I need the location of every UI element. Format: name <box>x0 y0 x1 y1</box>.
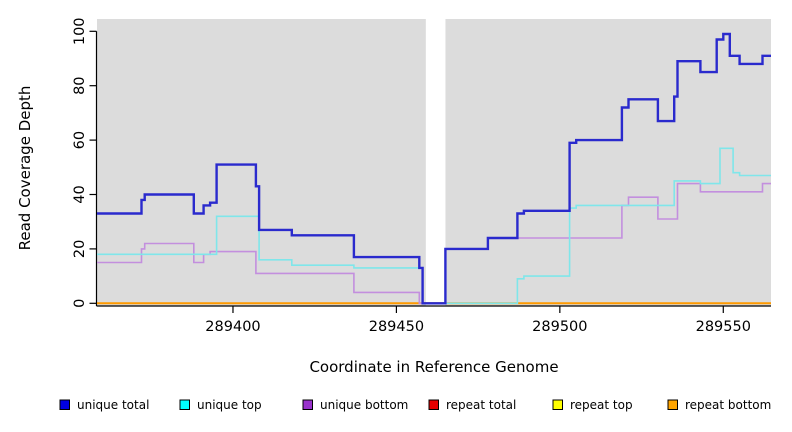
y-tick-label: 60 <box>72 131 88 149</box>
legend-swatch <box>552 399 563 410</box>
legend: unique total unique top unique bottom repea… <box>59 398 771 412</box>
legend-swatch <box>667 399 678 410</box>
legend-label: unique bottom <box>320 398 408 412</box>
x-tick-label: 289550 <box>696 319 751 335</box>
x-tick-label: 289450 <box>369 319 424 335</box>
legend-swatch <box>179 399 190 410</box>
legend-item-unique-total: unique total <box>59 398 149 412</box>
legend-label: repeat total <box>446 398 516 412</box>
legend-item-unique-bottom: unique bottom <box>302 398 408 412</box>
legend-label: repeat top <box>570 398 633 412</box>
y-tick-label: 40 <box>72 185 88 203</box>
axes: 0 20 40 60 80 100 289400 289450 289500 289550 <box>72 17 771 335</box>
series-unique-total <box>97 32 771 305</box>
legend-swatch <box>428 399 439 410</box>
y-tick-label: 80 <box>72 76 88 94</box>
x-axis-title: Coordinate in Reference Genome <box>309 358 558 376</box>
x-tick-label: 289500 <box>532 319 587 335</box>
legend-swatch <box>59 399 70 410</box>
series-unique-top <box>97 147 771 305</box>
legend-label: repeat bottom <box>685 398 771 412</box>
legend-item-repeat-total: repeat total <box>428 398 516 412</box>
plot-panel <box>97 19 771 306</box>
x-tick-label: 289400 <box>205 319 260 335</box>
y-tick-label: 100 <box>72 17 88 45</box>
legend-label: unique total <box>77 398 149 412</box>
legend-item-repeat-top: repeat top <box>552 398 633 412</box>
legend-item-unique-top: unique top <box>179 398 262 412</box>
series-lines <box>97 32 771 305</box>
no-data-gap-band <box>425 19 446 306</box>
legend-swatch <box>302 399 313 410</box>
legend-item-repeat-bottom: repeat bottom <box>667 398 771 412</box>
y-axis-title: Read Coverage Depth <box>16 86 34 251</box>
legend-label: unique top <box>197 398 262 412</box>
y-tick-label: 0 <box>72 299 88 308</box>
y-tick-label: 20 <box>72 240 88 258</box>
